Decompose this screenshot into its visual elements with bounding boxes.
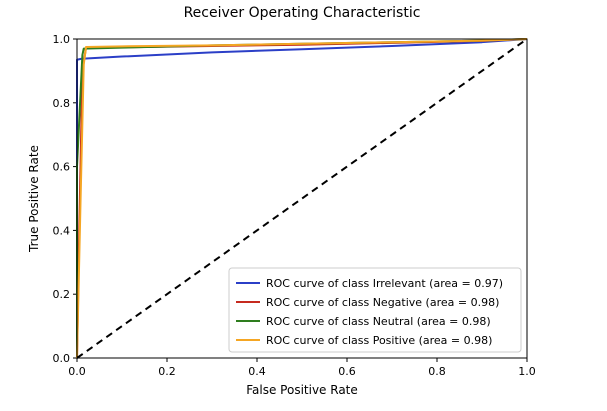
plot-frame (76, 38, 528, 359)
y-tick-label: 0.0 (53, 352, 71, 365)
legend-entry-label: ROC curve of class Irrelevant (area = 0.… (266, 277, 503, 290)
x-axis-label: False Positive Rate (246, 383, 358, 397)
legend-entry-label: ROC curve of class Positive (area = 0.98… (266, 334, 492, 347)
y-tick-label: 0.6 (53, 161, 71, 174)
legend: ROC curve of class Irrelevant (area = 0.… (228, 267, 522, 353)
x-tick-label: 0.4 (248, 365, 266, 378)
roc-line-series-3 (76, 38, 528, 359)
y-tick-label: 1.0 (53, 33, 71, 46)
x-axis-ticks: 0.0 0.2 0.4 0.6 0.8 1.0 (68, 358, 536, 378)
series-lines (76, 38, 528, 359)
y-tick-label: 0.8 (53, 97, 71, 110)
legend-entry-label: ROC curve of class Neutral (area = 0.98) (266, 315, 491, 328)
chart-title: Receiver Operating Characteristic (184, 5, 421, 21)
x-tick-label: 0.6 (338, 365, 356, 378)
y-tick-label: 0.2 (53, 288, 71, 301)
legend-entry-label: ROC curve of class Negative (area = 0.98… (266, 296, 499, 309)
y-tick-label: 0.4 (53, 224, 71, 237)
roc-line-series-0 (76, 38, 528, 358)
x-tick-label: 0.8 (428, 365, 446, 378)
diagonal-reference-line (76, 38, 528, 359)
x-tick-label: 0.0 (68, 365, 86, 378)
x-tick-label: 1.0 (518, 365, 536, 378)
y-axis-label: True Positive Rate (27, 145, 41, 253)
legend-box (228, 267, 522, 353)
x-tick-label: 0.2 (158, 365, 176, 378)
